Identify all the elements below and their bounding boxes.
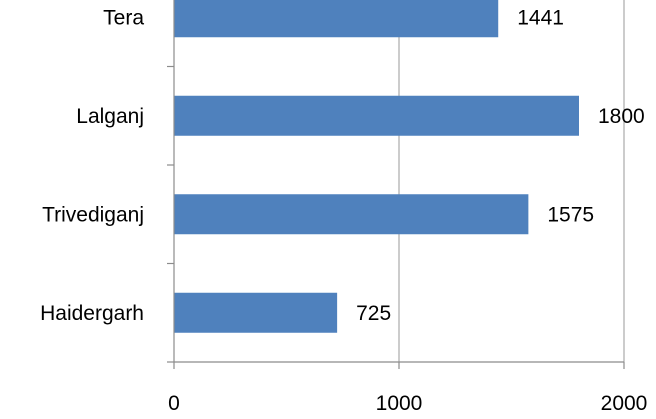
bar-haidergarh	[174, 292, 338, 333]
category-label-tera: Tera	[103, 6, 144, 29]
x-axis-tick-labels: 0 1000 2000	[168, 392, 647, 415]
x-tick-label-0: 0	[168, 392, 180, 415]
x-tick-label-2000: 2000	[601, 392, 648, 415]
gridlines	[398, 0, 625, 362]
bar-trivediganj	[174, 194, 529, 235]
data-label-lalganj: 1800	[598, 105, 645, 128]
data-label-trivediganj: 1575	[547, 203, 594, 226]
category-label-haidergarh: Haidergarh	[40, 302, 144, 325]
bar-tera	[174, 0, 499, 38]
category-label-trivediganj: Trivediganj	[42, 203, 144, 226]
x-tick-label-1000: 1000	[376, 392, 423, 415]
bar-lalganj	[174, 95, 579, 136]
bars	[174, 0, 579, 333]
data-label-haidergarh: 725	[356, 302, 391, 325]
data-labels: 1441 1800 1575 725	[356, 6, 645, 325]
category-labels: Tera Lalganj Trivediganj Haidergarh	[40, 6, 144, 325]
axes	[167, 0, 625, 369]
category-label-lalganj: Lalganj	[76, 105, 144, 128]
data-label-tera: 1441	[517, 6, 564, 29]
